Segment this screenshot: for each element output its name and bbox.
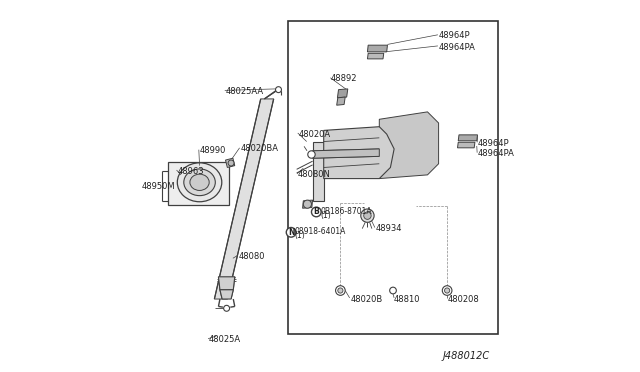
Polygon shape [214, 99, 274, 299]
Text: 48892: 48892 [331, 74, 358, 83]
Circle shape [445, 288, 450, 293]
Text: 48963: 48963 [177, 167, 204, 176]
Circle shape [223, 305, 230, 311]
Text: 480208: 480208 [448, 295, 479, 304]
Polygon shape [458, 142, 475, 148]
Text: 48080: 48080 [239, 252, 265, 261]
Polygon shape [367, 45, 387, 52]
Circle shape [228, 160, 234, 166]
Ellipse shape [190, 174, 209, 190]
Circle shape [276, 87, 282, 93]
Polygon shape [324, 127, 394, 179]
Text: 48964P: 48964P [478, 139, 509, 148]
Text: 48810: 48810 [394, 295, 420, 304]
Circle shape [303, 200, 312, 208]
Polygon shape [312, 141, 324, 201]
Text: (1): (1) [294, 231, 305, 240]
Polygon shape [337, 97, 345, 105]
Text: J488012C: J488012C [442, 352, 490, 362]
Circle shape [312, 207, 321, 217]
Text: 48020A: 48020A [298, 129, 331, 139]
Circle shape [335, 286, 345, 295]
Text: 48020B: 48020B [350, 295, 383, 304]
Circle shape [390, 287, 396, 294]
Polygon shape [303, 200, 312, 208]
Text: 48990: 48990 [200, 146, 226, 155]
Text: 0B186-8701A: 0B186-8701A [321, 207, 372, 216]
Circle shape [338, 288, 343, 293]
Text: N: N [288, 228, 294, 237]
Circle shape [308, 151, 315, 158]
Text: 48950M: 48950M [141, 182, 175, 190]
Text: 48025AA: 48025AA [225, 87, 264, 96]
Text: 48025A: 48025A [209, 335, 241, 344]
Bar [289, 21, 498, 334]
Text: 48934: 48934 [376, 224, 402, 233]
Text: 48964PA: 48964PA [478, 149, 515, 158]
Text: 48964P: 48964P [438, 31, 470, 41]
Text: 48964PA: 48964PA [438, 42, 476, 51]
Text: (1): (1) [321, 211, 332, 220]
Circle shape [442, 286, 452, 295]
Polygon shape [220, 290, 233, 299]
Polygon shape [225, 158, 235, 167]
Circle shape [286, 228, 296, 237]
Ellipse shape [184, 169, 215, 196]
Ellipse shape [177, 163, 222, 202]
Circle shape [364, 212, 371, 219]
Circle shape [361, 209, 374, 222]
Text: B: B [314, 208, 319, 217]
Polygon shape [218, 277, 235, 290]
Text: 08918-6401A: 08918-6401A [294, 227, 346, 236]
Text: 48080N: 48080N [298, 170, 331, 179]
Polygon shape [458, 135, 477, 141]
Polygon shape [380, 112, 438, 179]
Bar [168, 162, 229, 205]
Polygon shape [367, 53, 384, 59]
Text: 48020BA: 48020BA [240, 144, 278, 153]
Polygon shape [312, 149, 380, 158]
Polygon shape [337, 89, 348, 98]
